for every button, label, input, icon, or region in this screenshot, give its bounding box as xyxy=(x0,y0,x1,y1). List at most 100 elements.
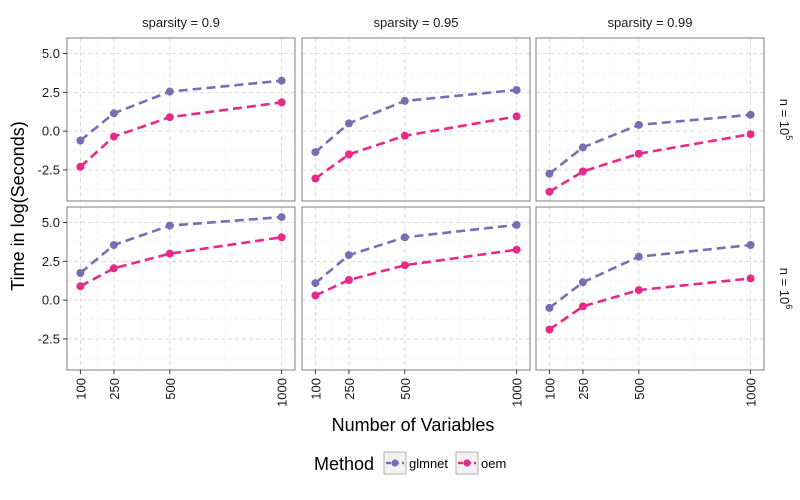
y-tick-label: 0.0 xyxy=(42,293,60,308)
data-point-glmnet xyxy=(76,136,85,145)
data-point-oem xyxy=(634,286,643,295)
y-tick-label: 2.5 xyxy=(42,85,60,100)
panel-border xyxy=(301,206,531,371)
series-line-glmnet xyxy=(79,215,282,274)
data-point-glmnet xyxy=(512,220,521,229)
series-line-glmnet xyxy=(314,88,517,154)
facet-row-title: n = 105 xyxy=(777,99,794,141)
data-point-oem xyxy=(165,113,174,122)
panel-background xyxy=(302,207,530,370)
data-point-oem xyxy=(311,174,320,183)
panel-background xyxy=(302,38,530,201)
data-point-glmnet xyxy=(634,120,643,129)
panel-border xyxy=(66,206,296,371)
data-point-oem xyxy=(746,130,755,139)
data-point-oem xyxy=(311,291,320,300)
series-line-glmnet xyxy=(314,223,517,285)
facet-panel xyxy=(301,206,531,371)
data-point-oem xyxy=(109,264,118,273)
series-line-oem xyxy=(314,248,517,297)
data-point-glmnet xyxy=(400,233,409,242)
facet-row-exponent: 5 xyxy=(784,135,794,140)
data-point-oem xyxy=(344,150,353,159)
data-point-oem xyxy=(109,132,118,141)
y-tick-label: -2.5 xyxy=(38,331,60,346)
data-point-oem xyxy=(344,276,353,284)
x-tick-label: 100 xyxy=(73,378,88,400)
data-point-oem xyxy=(578,167,587,176)
x-tick-label: 250 xyxy=(576,378,591,400)
facet-panel xyxy=(535,206,765,371)
x-tick-label: 500 xyxy=(398,378,413,400)
data-point-oem xyxy=(76,162,85,171)
x-tick-label: 1000 xyxy=(744,378,759,407)
data-point-glmnet xyxy=(545,303,554,312)
facet-col-title: sparsity = 0.95 xyxy=(374,15,459,30)
x-tick-label: 1000 xyxy=(275,378,290,407)
x-tick-label: 500 xyxy=(632,378,647,400)
facet-panel xyxy=(535,37,765,202)
y-tick-label: 2.5 xyxy=(42,254,60,269)
data-point-oem xyxy=(277,98,286,107)
data-point-oem xyxy=(165,249,174,258)
facet-row-base: n = 10 xyxy=(777,268,792,305)
data-point-oem xyxy=(400,131,409,140)
y-tick-label: 5.0 xyxy=(42,215,60,230)
x-axis-title: Number of Variables xyxy=(332,415,495,435)
panel-background xyxy=(536,207,764,370)
x-tick-label: 500 xyxy=(163,378,178,400)
legend-key-point-oem xyxy=(463,459,471,467)
data-point-oem xyxy=(746,274,755,283)
legend-key-point-glmnet xyxy=(391,459,399,467)
panel-border xyxy=(301,37,531,202)
data-point-glmnet xyxy=(746,110,755,119)
series-line-oem xyxy=(79,236,282,288)
x-tick-label: 1000 xyxy=(510,378,525,407)
data-point-oem xyxy=(578,302,587,311)
x-tick-label: 100 xyxy=(542,378,557,400)
data-point-glmnet xyxy=(311,279,320,288)
data-point-oem xyxy=(400,261,409,270)
data-point-glmnet xyxy=(578,143,587,152)
facet-col-title: sparsity = 0.99 xyxy=(608,15,693,30)
data-point-glmnet xyxy=(277,213,286,222)
series-line-oem xyxy=(548,277,751,331)
series-line-oem xyxy=(548,132,751,193)
data-point-glmnet xyxy=(76,269,85,277)
panel-background xyxy=(536,38,764,201)
panel-border xyxy=(535,206,765,371)
series-line-glmnet xyxy=(548,243,751,309)
x-tick-label: 250 xyxy=(107,378,122,400)
data-point-oem xyxy=(545,325,554,334)
panel-background xyxy=(67,38,295,201)
legend-label-oem: oem xyxy=(481,456,506,471)
data-point-glmnet xyxy=(545,169,554,178)
series-line-oem xyxy=(79,101,282,168)
facet-col-title: sparsity = 0.9 xyxy=(142,15,220,30)
facet-row-title: n = 106 xyxy=(777,268,794,310)
facet-row-exponent: 6 xyxy=(784,304,794,309)
legend-label-glmnet: glmnet xyxy=(409,456,448,471)
x-tick-label: 250 xyxy=(342,378,357,400)
facet-panel xyxy=(66,206,296,371)
y-tick-label: 5.0 xyxy=(42,46,60,61)
facet-panel xyxy=(301,37,531,202)
data-point-glmnet xyxy=(578,278,587,287)
data-point-glmnet xyxy=(344,251,353,260)
data-point-oem xyxy=(277,233,286,242)
data-point-glmnet xyxy=(165,87,174,96)
series-line-glmnet xyxy=(79,79,282,142)
data-point-oem xyxy=(512,245,521,254)
data-point-glmnet xyxy=(165,221,174,230)
data-point-oem xyxy=(76,282,85,291)
y-tick-label: -2.5 xyxy=(38,162,60,177)
data-point-glmnet xyxy=(109,109,118,118)
series-line-glmnet xyxy=(548,113,751,175)
data-point-oem xyxy=(545,187,554,196)
facet-row-base: n = 10 xyxy=(777,99,792,136)
series-line-oem xyxy=(314,115,517,180)
data-point-oem xyxy=(634,149,643,158)
x-tick-label: 100 xyxy=(308,378,323,400)
panel-border xyxy=(535,37,765,202)
